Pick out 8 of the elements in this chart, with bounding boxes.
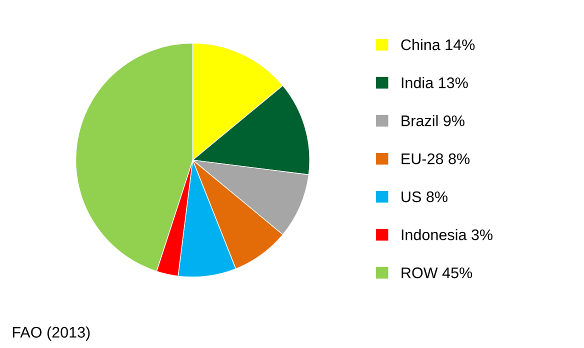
legend-label: EU-28 8% [402,153,470,164]
legend-label: China 14% [401,38,475,50]
legend-label: US 8% [402,191,448,202]
text: FAO (2013) [12,326,90,341]
legend-label: ROW 45% [402,267,472,278]
legend-label: Brazil 9% [402,114,464,126]
legend-label: India 13% [402,76,468,88]
legend-label: Indonesia 3% [402,229,492,240]
